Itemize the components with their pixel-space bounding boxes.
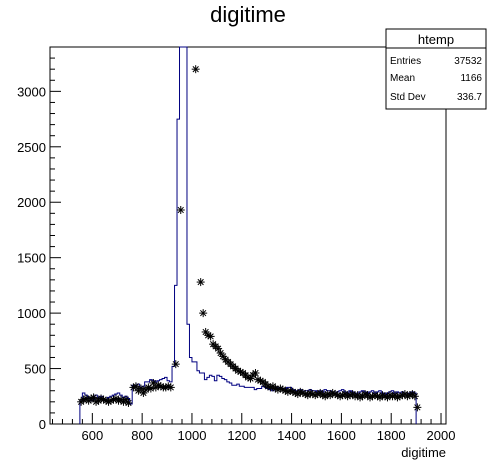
stats-value-entries: 37532 — [454, 56, 482, 67]
data-point — [196, 278, 205, 287]
data-point — [214, 344, 223, 353]
y-tick-label: 2500 — [17, 140, 46, 155]
y-tick-label: 3000 — [17, 84, 46, 99]
data-point — [146, 384, 155, 393]
marker-series — [77, 65, 422, 412]
data-point — [136, 384, 145, 393]
y-tick-label: 500 — [24, 362, 46, 377]
stats-row-std-dev: Std Dev 336.7 — [390, 92, 482, 103]
data-point — [201, 327, 210, 336]
y-tick-label: 1000 — [17, 306, 46, 321]
data-point — [171, 360, 180, 369]
stats-row-mean: Mean 1166 — [390, 73, 482, 84]
x-tick-label: 2000 — [427, 428, 456, 443]
y-tick-label: 1500 — [17, 251, 46, 266]
data-point — [107, 396, 116, 405]
data-point — [251, 368, 260, 377]
data-point — [191, 65, 200, 74]
data-point — [121, 395, 130, 404]
data-point — [206, 332, 215, 341]
data-point — [124, 398, 133, 407]
data-point — [199, 309, 208, 318]
x-tick-label: 1400 — [277, 428, 306, 443]
data-point — [166, 383, 175, 392]
x-tick-label: 800 — [131, 428, 153, 443]
histogram-series — [79, 46, 417, 424]
x-tick-label: 1600 — [327, 428, 356, 443]
data-point — [176, 205, 185, 214]
stats-value-std-dev: 336.7 — [457, 92, 482, 103]
stats-label-mean: Mean — [390, 73, 415, 84]
x-tick-label: 1800 — [377, 428, 406, 443]
chart-title: digitime — [210, 2, 286, 27]
x-tick-label: 1000 — [178, 428, 207, 443]
data-point — [410, 392, 419, 401]
data-point — [89, 393, 98, 402]
x-tick-label: 600 — [81, 428, 103, 443]
axes: 600 800 1000 1200 1400 1600 1800 2000 0 500 1000 15… — [17, 46, 456, 443]
stats-label-std-dev: Std Dev — [390, 92, 426, 103]
histogram-outline — [79, 46, 417, 424]
stats-value-mean: 1166 — [460, 73, 482, 84]
stats-box: htemp Entries 37532 Mean 1166 Std Dev 33… — [385, 28, 487, 110]
x-tick-label: 1200 — [227, 428, 256, 443]
data-point — [219, 352, 228, 361]
stats-box-frame — [385, 28, 487, 110]
data-point — [413, 403, 422, 412]
stats-label-entries: Entries — [390, 56, 421, 67]
x-axis-label: digitime — [401, 445, 446, 460]
y-tick-label: 2000 — [17, 195, 46, 210]
stats-box-title: htemp — [418, 32, 454, 47]
data-point — [333, 391, 342, 400]
y-tick-label: 0 — [39, 417, 46, 432]
stats-row-entries: Entries 37532 — [390, 56, 482, 67]
